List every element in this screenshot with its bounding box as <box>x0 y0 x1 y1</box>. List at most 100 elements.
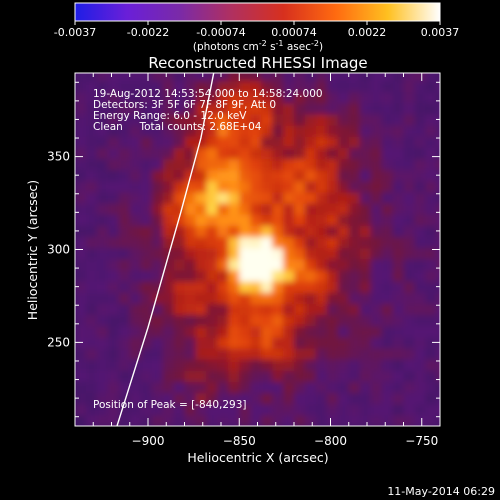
heatmap-cell <box>140 125 153 137</box>
heatmap-cell <box>261 214 273 226</box>
heatmap-cell <box>403 158 416 171</box>
heatmap-cell <box>151 91 164 104</box>
heatmap-cell <box>359 147 372 160</box>
heatmap-cell <box>96 392 109 405</box>
heatmap-cell <box>239 359 251 371</box>
heatmap-cell <box>140 80 153 93</box>
heatmap-cell <box>96 336 109 349</box>
heatmap-cell <box>96 303 109 316</box>
heatmap-cell <box>261 303 273 316</box>
heatmap-cell <box>129 258 142 271</box>
heatmap-cell <box>315 102 328 115</box>
heatmap-cell <box>425 359 437 371</box>
heatmap-cell <box>370 125 383 137</box>
heatmap-cell <box>85 247 98 260</box>
y-axis-label: Heliocentric Y (arcsec) <box>25 180 40 320</box>
heatmap-cell <box>425 381 437 394</box>
heatmap-cell <box>414 336 426 349</box>
heatmap-cell <box>195 136 207 148</box>
heatmap-cell <box>348 203 361 215</box>
heatmap-cell <box>294 236 306 249</box>
heatmap-cell <box>250 214 262 226</box>
heatmap-cell <box>184 392 197 405</box>
heatmap-cell <box>206 214 218 226</box>
colorbar-units: (photons cm-2 s-1 asec-2) <box>193 39 323 53</box>
heatmap-cell <box>195 336 207 349</box>
heatmap-cell <box>184 73 197 82</box>
heatmap-cell <box>272 258 284 271</box>
heatmap-cell <box>283 73 295 82</box>
heatmap-cell <box>239 292 251 304</box>
heatmap-cell <box>206 414 218 426</box>
plot-area <box>75 73 440 426</box>
heatmap-cell <box>283 113 295 126</box>
heatmap-cell <box>85 314 98 327</box>
heatmap-cell <box>283 214 295 226</box>
heatmap-cell <box>250 169 262 182</box>
heatmap-cell <box>359 225 372 238</box>
heatmap-cell <box>392 180 405 193</box>
heatmap-cell <box>425 80 437 93</box>
heatmap-cell <box>206 225 218 238</box>
heatmap-cell <box>315 147 328 160</box>
heatmap-cell <box>381 258 394 271</box>
heatmap-cell <box>151 381 164 394</box>
heatmap-cell <box>315 169 328 182</box>
heatmap-cell <box>184 125 197 137</box>
heatmap-cell <box>381 347 394 360</box>
heatmap-cell <box>436 258 440 271</box>
heatmap-cell <box>370 136 383 148</box>
heatmap-cell <box>403 80 416 93</box>
heatmap-cell <box>173 414 186 426</box>
heatmap-cell <box>337 180 350 193</box>
heatmap-cell <box>359 191 372 204</box>
heatmap-cell <box>228 136 240 148</box>
heatmap-cell <box>392 370 405 383</box>
heatmap-cell <box>162 303 175 316</box>
heatmap-cell <box>151 258 164 271</box>
heatmap-cell <box>370 258 383 271</box>
heatmap-cell <box>228 303 240 316</box>
heatmap-cell <box>206 113 218 126</box>
heatmap-cell <box>326 336 339 349</box>
heatmap-cell <box>294 73 306 82</box>
heatmap-cell <box>96 258 109 271</box>
heatmap-cell <box>294 125 306 137</box>
heatmap-cell <box>392 113 405 126</box>
heatmap-cell <box>315 281 328 293</box>
heatmap-cell <box>283 147 295 160</box>
heatmap-cell <box>326 381 339 394</box>
heatmap-cell <box>304 303 317 316</box>
heatmap-cell <box>75 214 87 226</box>
heatmap-cell <box>348 370 361 383</box>
heatmap-cell <box>162 169 175 182</box>
heatmap-cell <box>206 325 218 338</box>
heatmap-cell <box>118 336 131 349</box>
heatmap-cell <box>294 258 306 271</box>
heatmap-cell <box>403 403 416 416</box>
heatmap-cell <box>403 102 416 115</box>
heatmap-cell <box>348 180 361 193</box>
heatmap-cell <box>403 325 416 338</box>
heatmap-cell <box>337 303 350 316</box>
heatmap-cell <box>403 125 416 137</box>
heatmap-cell <box>129 236 142 249</box>
heatmap-cell <box>206 147 218 160</box>
heatmap-cell <box>118 325 131 338</box>
heatmap-cell <box>140 203 153 215</box>
heatmap-cell <box>414 347 426 360</box>
heatmap-cell <box>348 258 361 271</box>
heatmap-cell <box>436 180 440 193</box>
heatmap-cell <box>184 91 197 104</box>
heatmap-cell <box>140 414 153 426</box>
heatmap-cell <box>228 113 240 126</box>
heatmap-cell <box>315 236 328 249</box>
heatmap-cell <box>184 113 197 126</box>
heatmap-cell <box>381 392 394 405</box>
heatmap-cell <box>283 180 295 193</box>
heatmap-cell <box>425 414 437 426</box>
heatmap-cell <box>283 247 295 260</box>
heatmap-cell <box>283 136 295 148</box>
heatmap-cell <box>206 191 218 204</box>
heatmap-cell <box>370 281 383 293</box>
